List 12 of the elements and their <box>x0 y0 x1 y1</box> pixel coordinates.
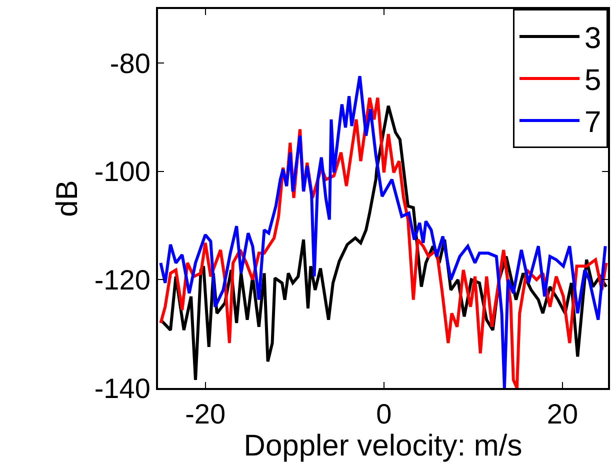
y-tick-label: -120 <box>94 264 150 296</box>
legend-label: 5 <box>584 64 602 98</box>
x-axis-title: Doppler velocity: m/s <box>244 430 522 463</box>
legend-label: 7 <box>584 106 602 140</box>
x-tick-label: -20 <box>185 398 226 430</box>
y-tick-label: -80 <box>110 48 150 79</box>
y-axis-title: dB <box>50 180 84 217</box>
y-tick-label: -100 <box>94 156 150 188</box>
legend-label: 3 <box>584 22 602 56</box>
x-tick-label: 20 <box>546 398 578 430</box>
y-tick-label: -140 <box>94 372 150 404</box>
x-tick-label: 0 <box>376 398 392 430</box>
